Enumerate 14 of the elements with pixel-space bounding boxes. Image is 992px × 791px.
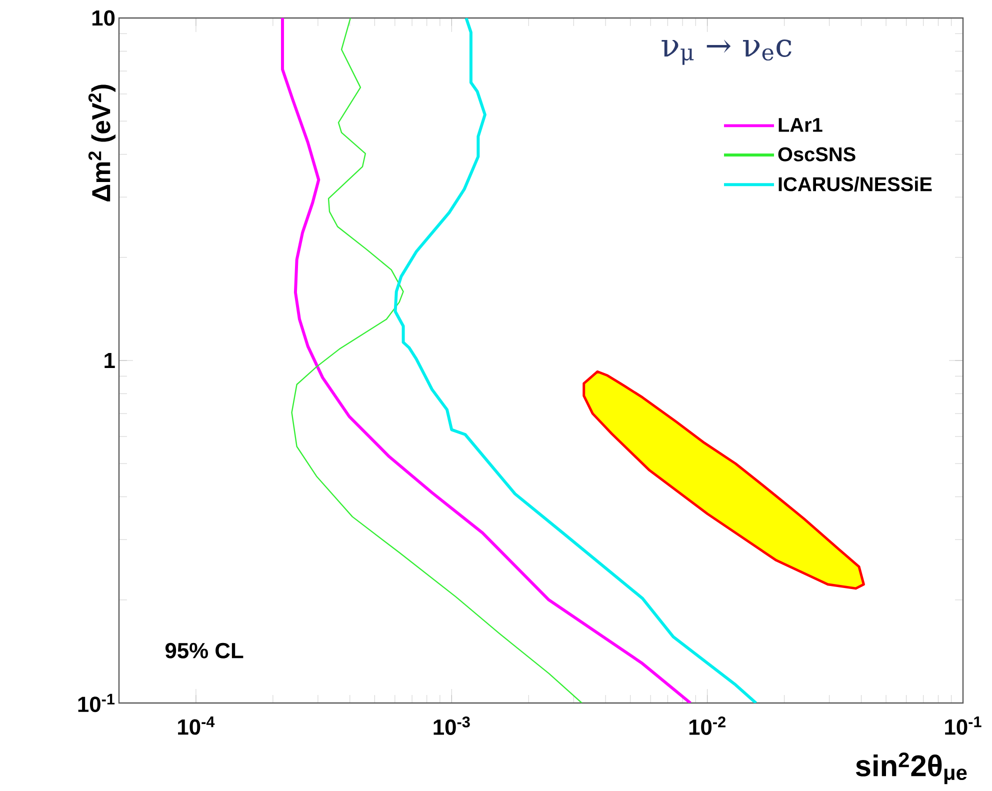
y-axis-title: Δm$^{2}$ (eV$^{2}$): [88, 84, 116, 202]
x-tick-label: 10$^{-3}$: [434, 716, 470, 735]
legend-label: LAr1: [778, 118, 822, 132]
y-tick-label: 10$^{-1}$: [78, 694, 115, 712]
text: ν$_{μ}$ → ν$_{e}$c: [662, 40, 792, 65]
x-tick-label: 10$^{-2}$: [689, 716, 726, 735]
y-tick-label: 1: [104, 352, 115, 368]
x-axis-title: sin$^{2}$2θ$_{μe}$: [856, 752, 967, 784]
annotation: 95% CL: [165, 642, 244, 658]
legend-label: OscSNS: [778, 147, 856, 162]
x-tick-label: 10$^{-4}$: [178, 716, 215, 735]
legend-label: ICARUS/NESSiE: [778, 176, 932, 192]
x-tick-label: 10$^{-1}$: [945, 716, 982, 735]
y-tick-label: 10: [92, 10, 115, 26]
